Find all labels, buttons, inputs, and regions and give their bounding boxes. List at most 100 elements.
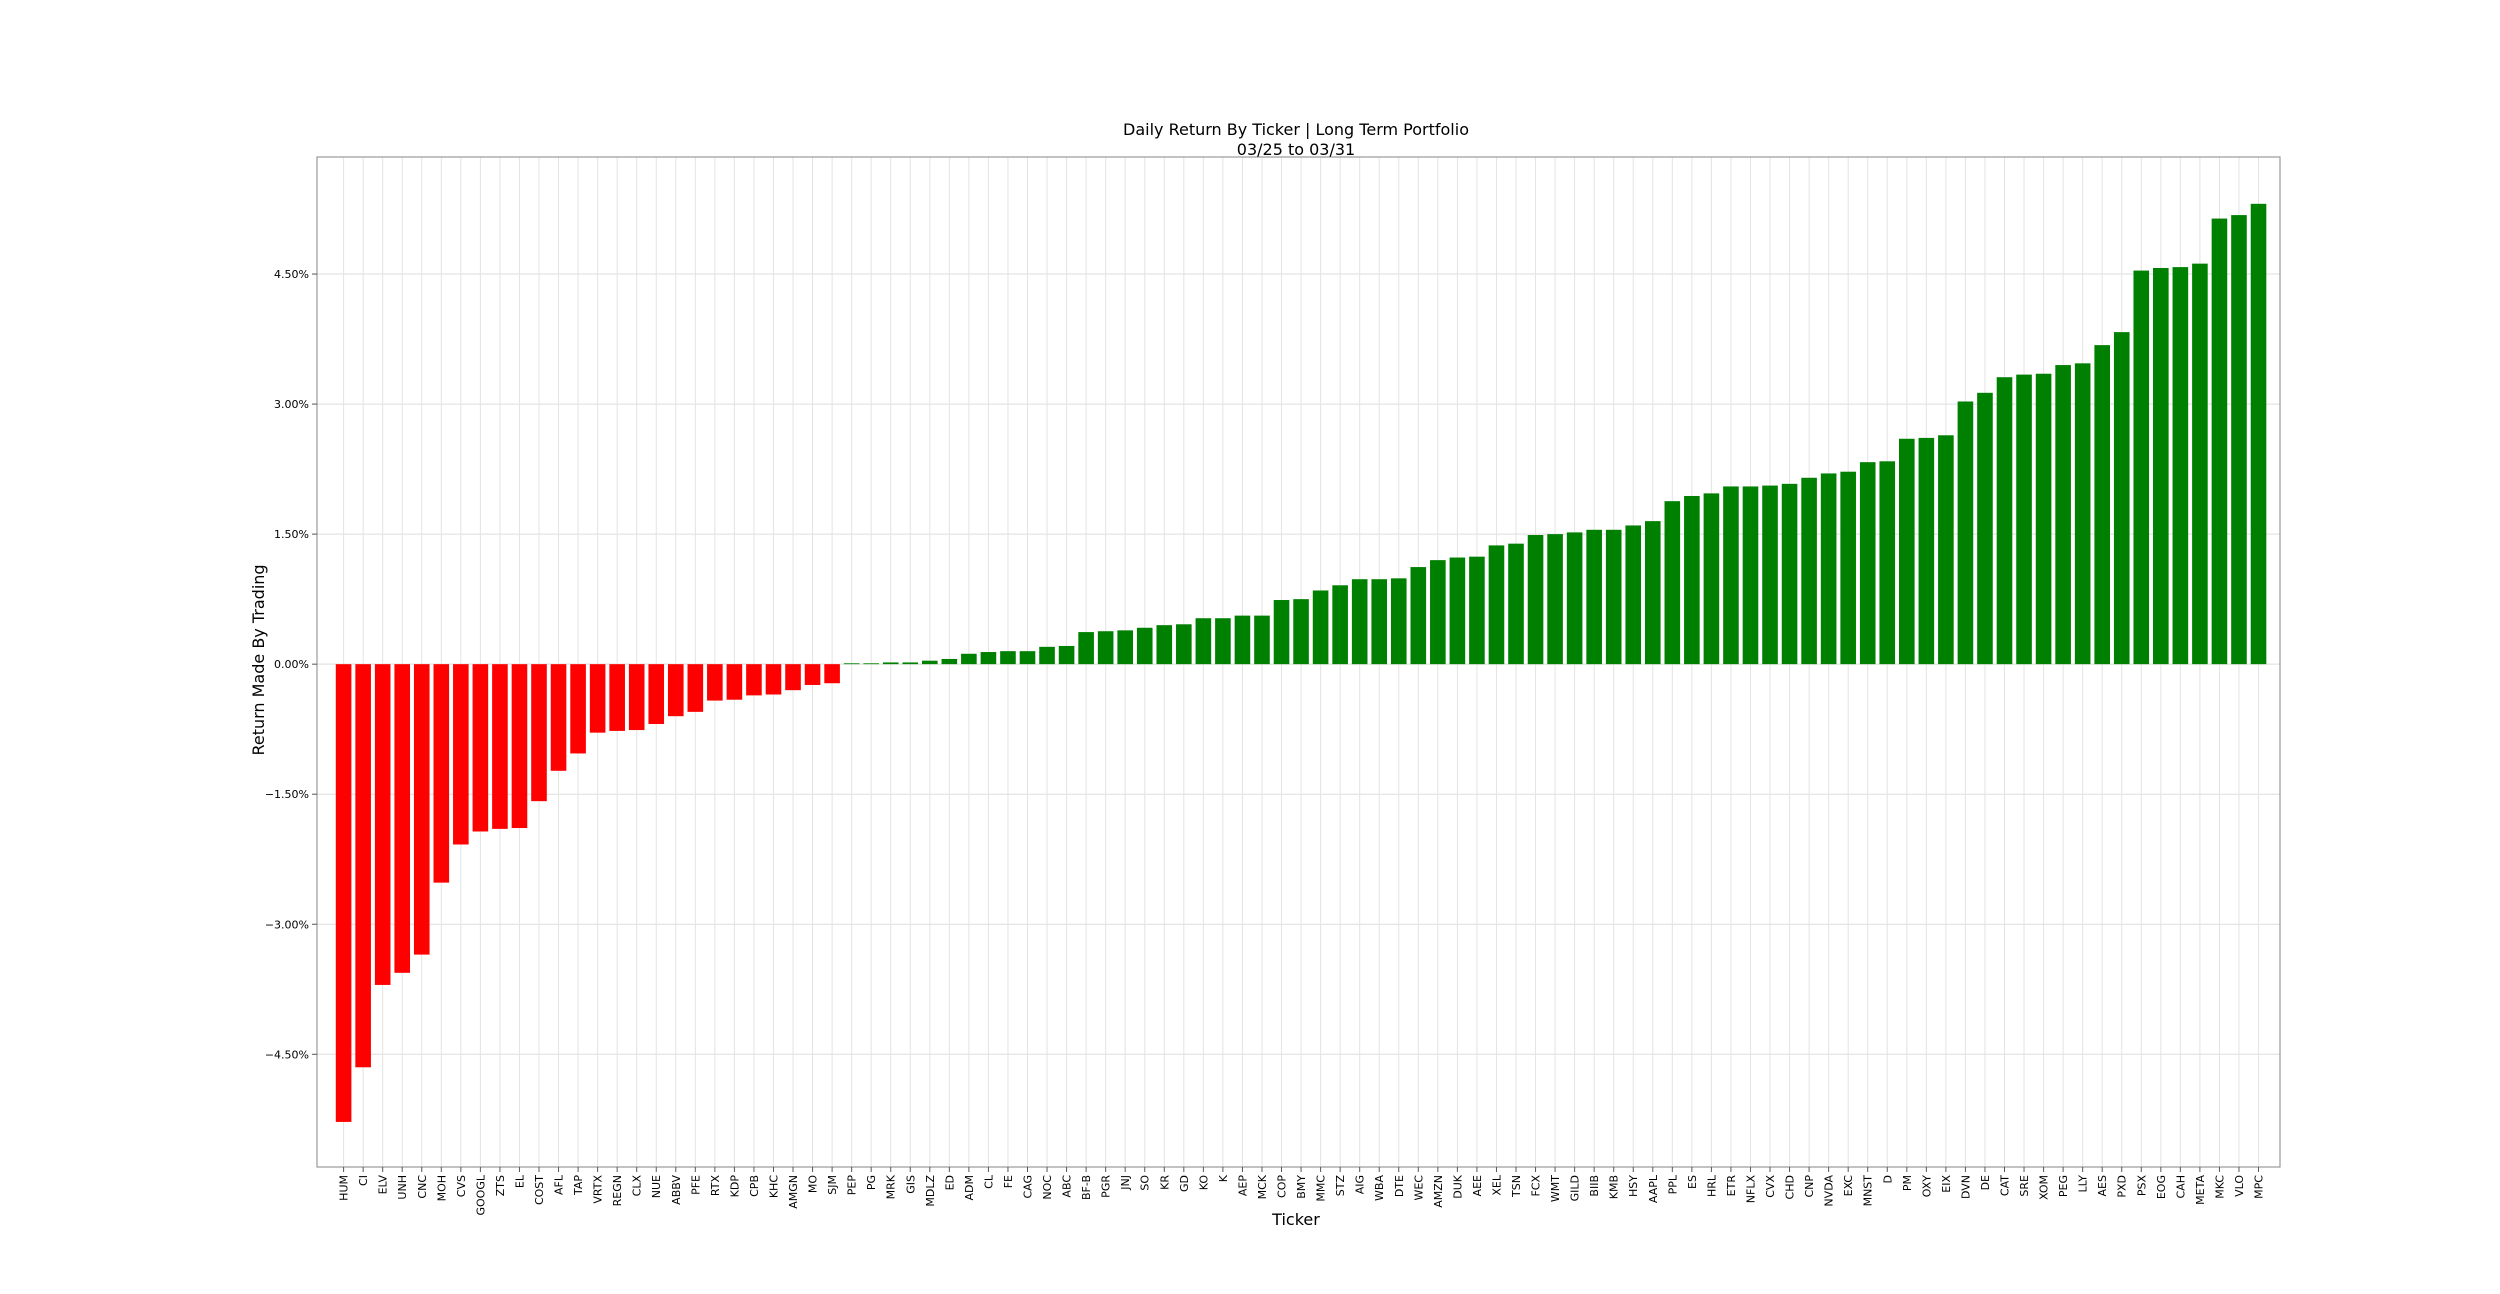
plot-frame — [316, 156, 2281, 1168]
bar-oxy — [1918, 437, 1935, 665]
x-tick-label: HSY — [1627, 1175, 1640, 1197]
bar-mkc — [2211, 218, 2228, 665]
x-tick-label: XOM — [2038, 1175, 2051, 1200]
y-tick-label: 1.50% — [274, 528, 309, 541]
bar-stz — [1332, 585, 1348, 665]
x-tick-label: DTE — [1393, 1175, 1406, 1197]
x-tick-label: COP — [1276, 1175, 1289, 1198]
bar-sre — [2016, 374, 2032, 665]
x-tick-label: PPL — [1666, 1174, 1679, 1194]
bar-cag — [1019, 651, 1036, 665]
x-tick-label: MOH — [435, 1175, 448, 1201]
bar-k — [1215, 618, 1231, 665]
bar-elv — [374, 664, 391, 985]
x-tick-label: SO — [1139, 1175, 1152, 1191]
x-tick-label: AIG — [1354, 1175, 1367, 1194]
x-tick-label: CHD — [1784, 1175, 1797, 1199]
bar-hrl — [1703, 493, 1720, 665]
bar-bmy — [1293, 599, 1309, 665]
bar-pfe — [687, 664, 704, 712]
bar-cop — [1273, 600, 1290, 665]
bar-eix — [1938, 435, 1954, 665]
x-tick-label: GD — [1178, 1175, 1191, 1192]
bar-kdp — [726, 664, 743, 700]
x-tick-label: SRE — [2018, 1175, 2031, 1197]
bar-aapl — [1644, 521, 1661, 665]
bar-gild — [1566, 532, 1583, 665]
y-ticks: −4.50% −3.00% −1.50% 0.00% 1.50% 3.00% 4.50% — [265, 268, 317, 1061]
bar-es — [1684, 495, 1700, 665]
x-tick-label: MRK — [885, 1174, 898, 1199]
bar-cost — [531, 664, 547, 802]
chart-title: Daily Return By Ticker | Long Term Portf… — [1123, 120, 1469, 139]
bar-khc — [765, 664, 782, 695]
x-tick-label: AEP — [1236, 1175, 1249, 1196]
y-tick-label: −4.50% — [265, 1048, 309, 1061]
x-tick-label: KMB — [1608, 1175, 1621, 1199]
x-tick-label: CNC — [416, 1175, 429, 1199]
chart-subtitle: 03/25 to 03/31 — [1237, 140, 1355, 159]
x-tick-label: NUE — [650, 1175, 663, 1198]
bar-pep — [843, 663, 860, 665]
x-tick-label: ABBV — [670, 1175, 683, 1205]
x-tick-label: NFLX — [1744, 1175, 1757, 1204]
bar-noc — [1039, 646, 1055, 665]
x-tick-label: AMZN — [1432, 1175, 1445, 1208]
bar-tsn — [1508, 543, 1524, 665]
bar-dvn — [1957, 401, 1974, 665]
y-tick-label: 4.50% — [274, 268, 309, 281]
x-tick-label: BIIB — [1588, 1175, 1601, 1197]
x-axis-label: Ticker — [1271, 1210, 1320, 1229]
x-tick-label: CVS — [455, 1175, 468, 1197]
bar-pg — [863, 663, 879, 665]
bars — [335, 203, 2267, 1122]
x-tick-label: FCX — [1530, 1175, 1543, 1197]
x-tick-label: DUK — [1451, 1174, 1464, 1199]
x-tick-label: NVDA — [1823, 1175, 1836, 1207]
bar-fcx — [1527, 534, 1544, 665]
x-tick-label: PFE — [689, 1175, 702, 1195]
x-tick-label: GIS — [904, 1175, 917, 1194]
bar-tap — [570, 664, 586, 754]
bar-ko — [1195, 618, 1212, 665]
x-tick-label: VRTX — [592, 1175, 605, 1204]
bar-fe — [1000, 651, 1016, 665]
x-tick-label: KR — [1158, 1175, 1171, 1190]
x-tick-label: PG — [865, 1175, 878, 1190]
x-tick-label: GOOGL — [474, 1174, 487, 1215]
bar-psx — [2133, 270, 2150, 665]
bar-cl — [980, 652, 997, 665]
x-tick-label: UNH — [396, 1175, 409, 1200]
bar-clx — [628, 664, 645, 731]
y-tick-label: 3.00% — [274, 398, 309, 411]
bar-aep — [1234, 615, 1251, 665]
x-tick-label: GILD — [1569, 1175, 1582, 1201]
bar-bf-b — [1078, 632, 1094, 665]
x-tick-label: K — [1217, 1174, 1230, 1182]
x-tick-label: ZTS — [494, 1175, 507, 1196]
bar-xel — [1488, 545, 1505, 665]
bar-kr — [1156, 625, 1173, 665]
x-tick-label: SJM — [826, 1175, 839, 1195]
bar-jnj — [1117, 630, 1133, 665]
x-tick-label: VLO — [2233, 1175, 2246, 1197]
bar-cvx — [1762, 485, 1778, 665]
x-tick-label: KDP — [728, 1175, 741, 1198]
x-tick-label: TSN — [1510, 1175, 1523, 1198]
x-tick-label: KHC — [767, 1175, 780, 1198]
bar-so — [1136, 627, 1153, 665]
x-tick-label: ED — [943, 1175, 956, 1190]
x-tick-label: STZ — [1334, 1175, 1347, 1197]
bar-etr — [1723, 486, 1739, 665]
bar-peg — [2055, 365, 2071, 665]
x-tick-label: EIX — [1940, 1175, 1953, 1193]
bar-googl — [472, 664, 489, 832]
x-tick-label: CL — [982, 1174, 995, 1189]
y-tick-label: −1.50% — [265, 788, 309, 801]
bar-mpc — [2250, 203, 2267, 665]
x-tick-label: AEE — [1471, 1175, 1484, 1196]
y-axis-label: Return Made By Trading — [249, 564, 268, 755]
bar-cnc — [413, 664, 430, 955]
bar-amzn — [1430, 560, 1446, 665]
x-tick-label: EXC — [1842, 1175, 1855, 1197]
